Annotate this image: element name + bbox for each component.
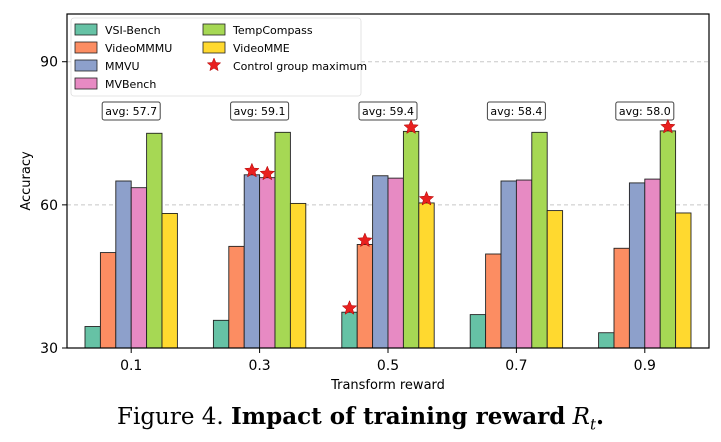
- bar: [84, 326, 101, 349]
- legend-swatch: [74, 77, 98, 90]
- legend-label: VSI-Bench: [105, 24, 161, 37]
- avg-box: [358, 101, 418, 121]
- bar: [212, 319, 230, 349]
- control-max-star: [357, 232, 373, 248]
- legend-label: VideoMMMU: [105, 42, 172, 55]
- y-axis-label: Accuracy: [19, 151, 34, 211]
- x-tick-label: 0.9: [634, 358, 656, 374]
- bar: [289, 202, 307, 349]
- legend-swatch: [74, 23, 98, 36]
- avg-box: [615, 101, 675, 121]
- control-max-star: [259, 165, 276, 181]
- bar: [228, 245, 245, 349]
- bar: [259, 177, 276, 349]
- legend-swatch: [74, 59, 98, 72]
- legend-swatch: [202, 41, 226, 54]
- bar-chart: 30 60 90 0.1 0.3 0.5 0.7 0.9 Transform reward Acc…: [19, 13, 710, 393]
- caption-prefix: Figure 4.: [117, 404, 224, 430]
- control-max-star: [341, 300, 358, 315]
- caption-period: .: [595, 403, 604, 430]
- legend-swatch: [74, 41, 98, 54]
- bar: [115, 180, 132, 349]
- bar: [341, 311, 358, 349]
- chart-svg: 30 60 90 0.1 0.3 0.5 0.7 0.9 Transform reward Acc…: [19, 13, 710, 393]
- control-max-star: [244, 162, 260, 178]
- bar: [356, 244, 374, 349]
- control-max-star: [660, 118, 676, 134]
- legend-label: TempCompass: [232, 24, 313, 37]
- y-tick-label: 60: [40, 198, 58, 214]
- figure-caption: Figure 4. Impact of training reward Rt.: [0, 400, 721, 442]
- bar: [130, 187, 148, 349]
- bar: [613, 247, 630, 349]
- legend-box: [70, 17, 362, 97]
- legend: VSI-Bench VideoMMMU MMVU MVBench TempCompass…: [70, 17, 367, 97]
- bar: [99, 252, 117, 349]
- bar: [659, 130, 677, 349]
- bar: [161, 212, 178, 349]
- legend-label: MVBench: [105, 78, 156, 91]
- bar: [372, 175, 389, 349]
- legend-label: VideoMME: [233, 42, 290, 55]
- y-tick-label: 30: [40, 341, 58, 357]
- legend-label: Control group maximum: [233, 60, 367, 73]
- x-axis-label: Transform reward: [330, 378, 445, 393]
- avg-label: avg: 57.7: [105, 105, 157, 118]
- bar: [546, 210, 564, 349]
- bar: [531, 131, 548, 349]
- x-tick-label: 0.5: [377, 358, 399, 374]
- bar: [387, 177, 404, 349]
- caption-math-subscript: t: [589, 415, 596, 434]
- avg-box: [101, 101, 161, 121]
- avg-label: avg: 59.4: [362, 105, 414, 118]
- bar: [243, 174, 261, 349]
- y-tick-label: 90: [40, 55, 58, 71]
- bar: [485, 253, 502, 349]
- caption-bold-text: Impact of training reward: [231, 403, 566, 430]
- bar: [274, 131, 291, 349]
- bar: [598, 332, 615, 349]
- avg-label: avg: 58.0: [619, 105, 671, 118]
- bar: [146, 132, 163, 349]
- bar: [644, 178, 661, 349]
- bar: [500, 180, 517, 349]
- x-tick-label: 0.7: [505, 358, 527, 374]
- control-max-star: [403, 119, 419, 134]
- legend-swatch: [202, 23, 226, 36]
- bar: [402, 130, 420, 349]
- avg-label: avg: 59.1: [234, 105, 286, 118]
- x-tick-label: 0.1: [120, 358, 142, 374]
- bar: [675, 212, 692, 349]
- bar: [469, 314, 487, 349]
- avg-box: [230, 101, 290, 121]
- bar: [418, 202, 435, 349]
- control-max-star: [418, 190, 435, 206]
- avg-box: [486, 101, 546, 121]
- bar: [628, 182, 646, 349]
- bar: [515, 179, 533, 349]
- legend-label: MMVU: [105, 60, 140, 73]
- legend-star-icon: [206, 57, 222, 72]
- caption-math-symbol: R: [572, 404, 590, 430]
- plot-frame: [66, 13, 710, 349]
- avg-label: avg: 58.4: [490, 105, 542, 118]
- x-tick-label: 0.3: [248, 358, 270, 374]
